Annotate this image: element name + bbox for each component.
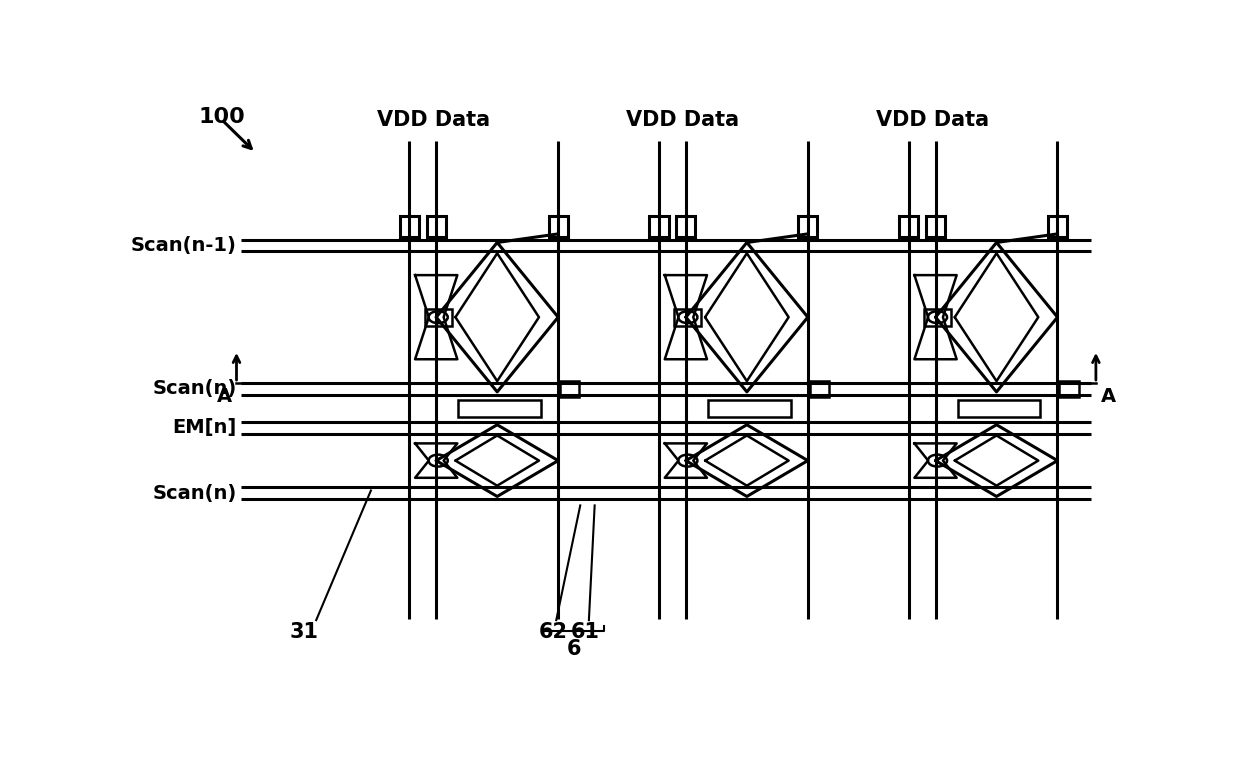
- Bar: [900, 216, 918, 237]
- Bar: [926, 216, 945, 237]
- Bar: [676, 216, 695, 237]
- Text: 100: 100: [198, 107, 245, 127]
- Text: Scan(n-1): Scan(n-1): [130, 236, 237, 255]
- Bar: [1059, 380, 1079, 397]
- Text: 62: 62: [539, 622, 567, 642]
- Bar: [458, 400, 541, 417]
- Text: A: A: [217, 387, 232, 406]
- Text: VDD Data: VDD Data: [876, 110, 989, 130]
- Bar: [649, 216, 669, 237]
- Bar: [426, 216, 446, 237]
- Bar: [560, 380, 580, 397]
- Bar: [1048, 216, 1067, 237]
- Bar: [674, 309, 701, 326]
- Text: EM[n]: EM[n]: [172, 418, 237, 437]
- Bar: [958, 400, 1041, 417]
- Text: 31: 31: [289, 622, 318, 642]
- Bar: [707, 400, 790, 417]
- Bar: [810, 380, 829, 397]
- Bar: [400, 216, 419, 237]
- Bar: [549, 216, 567, 237]
- Bar: [924, 309, 950, 326]
- Text: A: A: [1100, 387, 1116, 406]
- Text: 6: 6: [566, 639, 581, 660]
- Bar: [798, 216, 818, 237]
- Text: Scan(n): Scan(n): [152, 379, 237, 398]
- Text: VDD Data: VDD Data: [377, 110, 489, 130]
- Bar: [425, 309, 451, 326]
- Text: Scan(n): Scan(n): [152, 484, 237, 503]
- Text: VDD Data: VDD Data: [627, 110, 740, 130]
- Text: 61: 61: [570, 622, 600, 642]
